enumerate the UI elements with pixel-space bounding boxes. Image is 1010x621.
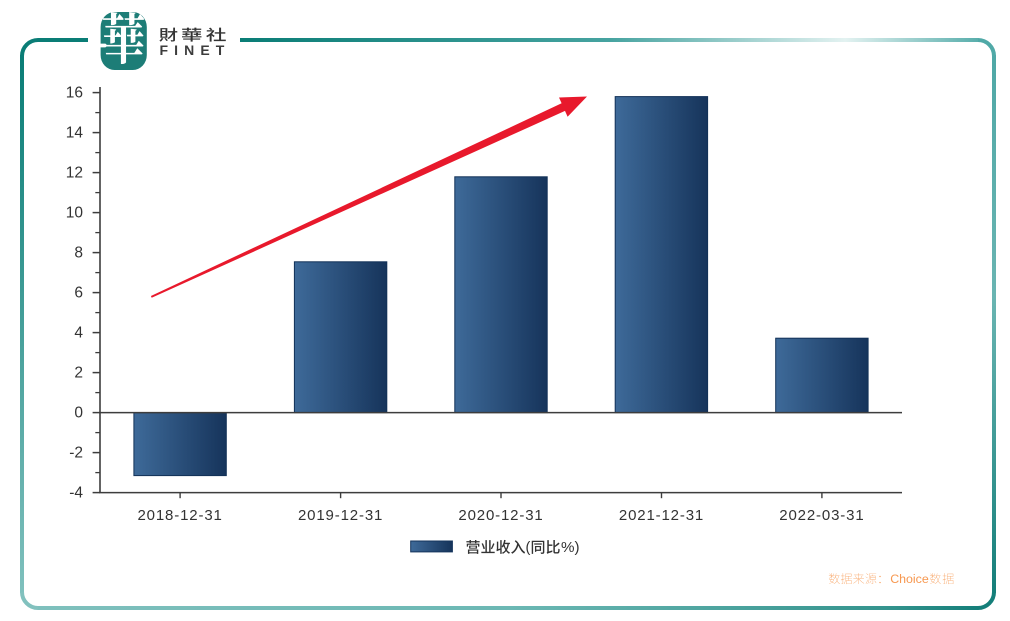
svg-text:2021-12-31: 2021-12-31: [619, 507, 704, 524]
svg-text:2018-12-31: 2018-12-31: [137, 507, 222, 524]
svg-text:-2: -2: [69, 444, 83, 461]
svg-text:12: 12: [66, 164, 83, 181]
svg-text:2022-03-31: 2022-03-31: [779, 507, 864, 524]
svg-text:2: 2: [74, 364, 83, 381]
svg-text:0: 0: [74, 404, 83, 421]
svg-text:(: (: [526, 540, 531, 556]
svg-text:-4: -4: [69, 484, 83, 501]
svg-text:16: 16: [66, 84, 83, 101]
svg-text:Choice: Choice: [890, 572, 929, 586]
svg-text:%): %): [561, 539, 580, 556]
svg-text:6: 6: [74, 284, 83, 301]
svg-text:4: 4: [74, 324, 83, 341]
svg-text:2019-12-31: 2019-12-31: [298, 507, 383, 524]
svg-text:FINET: FINET: [160, 42, 231, 58]
svg-text:14: 14: [66, 124, 84, 141]
svg-text:2020-12-31: 2020-12-31: [458, 507, 543, 524]
svg-text:8: 8: [74, 244, 83, 261]
svg-text:10: 10: [66, 204, 84, 221]
